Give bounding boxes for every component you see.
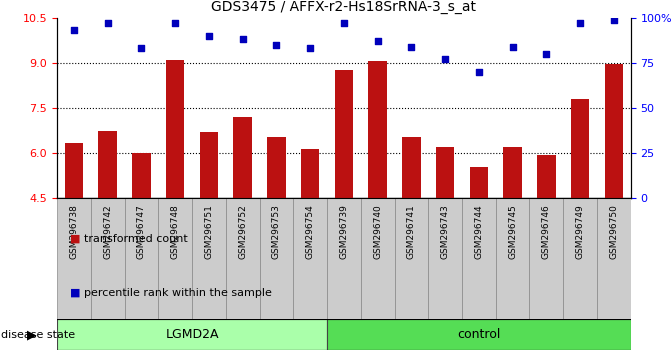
Bar xyxy=(234,117,252,198)
Text: GSM296738: GSM296738 xyxy=(69,204,79,259)
Bar xyxy=(57,319,327,350)
Bar xyxy=(293,198,327,319)
Text: GSM296739: GSM296739 xyxy=(340,204,348,259)
Text: GSM296742: GSM296742 xyxy=(103,204,112,259)
Bar xyxy=(199,132,218,198)
Bar xyxy=(563,198,597,319)
Text: GSM296740: GSM296740 xyxy=(373,204,382,259)
Bar xyxy=(368,61,387,198)
Bar xyxy=(470,167,488,198)
Bar xyxy=(225,198,260,319)
Text: GSM296741: GSM296741 xyxy=(407,204,416,259)
Bar xyxy=(335,70,353,198)
Point xyxy=(170,20,180,26)
Point xyxy=(238,36,248,42)
Bar xyxy=(158,198,192,319)
Point xyxy=(203,33,214,39)
Bar xyxy=(436,147,454,198)
Text: LGMD2A: LGMD2A xyxy=(165,328,219,341)
Title: GDS3475 / AFFX-r2-Hs18SrRNA-3_s_at: GDS3475 / AFFX-r2-Hs18SrRNA-3_s_at xyxy=(211,0,476,14)
Text: GSM296750: GSM296750 xyxy=(609,204,619,259)
Text: GSM296744: GSM296744 xyxy=(474,204,483,259)
Bar xyxy=(402,137,421,198)
Text: ■: ■ xyxy=(70,288,81,298)
Bar xyxy=(99,131,117,198)
Point xyxy=(541,51,552,57)
Bar xyxy=(267,137,286,198)
Bar xyxy=(395,198,428,319)
Bar xyxy=(301,149,319,198)
Text: GSM296749: GSM296749 xyxy=(576,204,584,259)
Text: GSM296751: GSM296751 xyxy=(205,204,213,259)
Text: percentile rank within the sample: percentile rank within the sample xyxy=(84,288,272,298)
Point xyxy=(68,28,79,33)
Bar xyxy=(64,143,83,198)
Point xyxy=(271,42,282,47)
Bar xyxy=(91,198,125,319)
Text: transformed count: transformed count xyxy=(84,234,188,244)
Text: GSM296746: GSM296746 xyxy=(542,204,551,259)
Bar xyxy=(192,198,225,319)
Bar xyxy=(132,153,151,198)
Text: GSM296745: GSM296745 xyxy=(508,204,517,259)
Bar xyxy=(428,198,462,319)
Bar xyxy=(503,147,522,198)
Bar xyxy=(496,198,529,319)
Text: GSM296747: GSM296747 xyxy=(137,204,146,259)
Text: disease state: disease state xyxy=(1,330,74,339)
Text: GSM296743: GSM296743 xyxy=(441,204,450,259)
Bar xyxy=(260,198,293,319)
Point xyxy=(406,44,417,50)
Bar xyxy=(327,319,631,350)
Point xyxy=(609,17,619,22)
Bar xyxy=(166,60,185,198)
Point xyxy=(305,46,315,51)
Point xyxy=(507,44,518,50)
Text: GSM296752: GSM296752 xyxy=(238,204,247,259)
Text: GSM296753: GSM296753 xyxy=(272,204,281,259)
Point xyxy=(575,20,586,26)
Bar xyxy=(537,155,556,198)
Bar xyxy=(597,198,631,319)
Bar xyxy=(462,198,496,319)
Bar xyxy=(571,99,589,198)
Text: GSM296754: GSM296754 xyxy=(305,204,315,259)
Point xyxy=(372,38,383,44)
Bar xyxy=(361,198,395,319)
Point xyxy=(136,46,147,51)
Bar xyxy=(125,198,158,319)
Point xyxy=(474,69,484,75)
Text: control: control xyxy=(457,328,501,341)
Bar xyxy=(605,64,623,198)
Text: ▶: ▶ xyxy=(27,328,36,341)
Bar xyxy=(327,198,361,319)
Bar xyxy=(57,198,91,319)
Point xyxy=(440,56,450,62)
Bar xyxy=(529,198,563,319)
Text: GSM296748: GSM296748 xyxy=(170,204,180,259)
Point xyxy=(102,20,113,26)
Point xyxy=(339,20,350,26)
Text: ■: ■ xyxy=(70,234,81,244)
